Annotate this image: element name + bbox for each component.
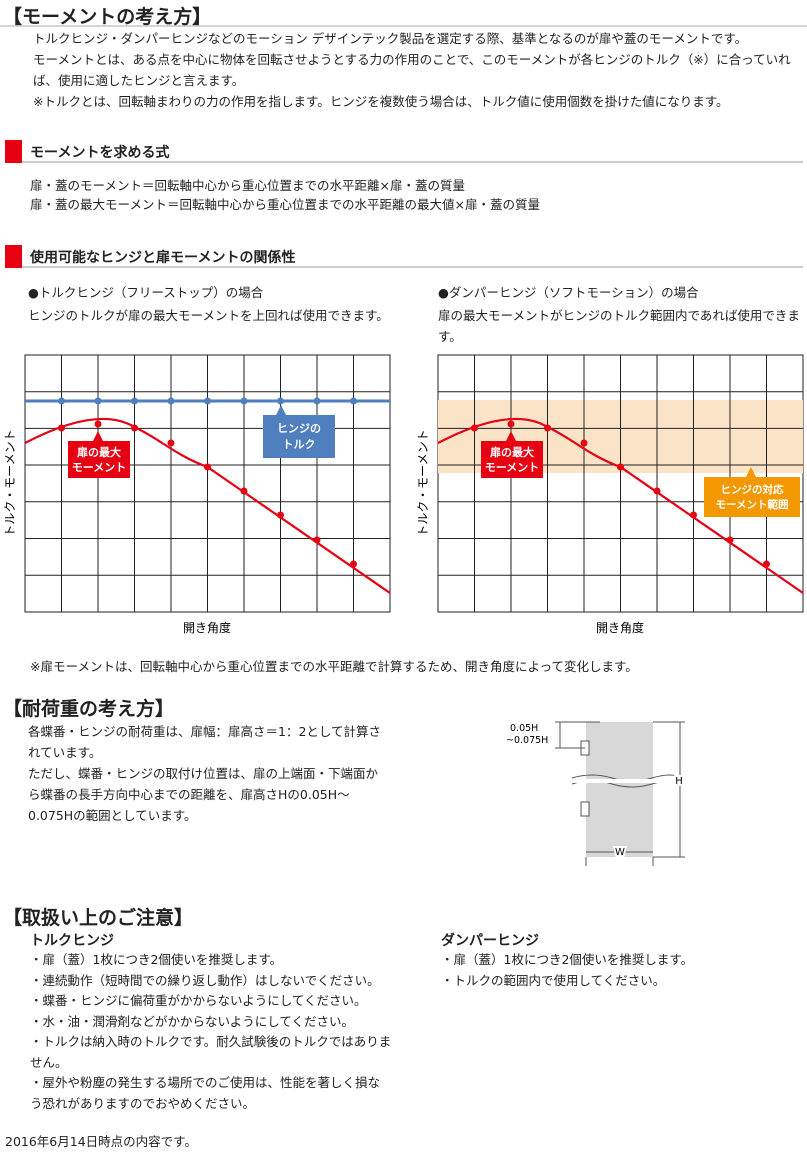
caution-item: ・扉（蓋）1枚につき2個使いを推奨します。 — [441, 952, 694, 967]
paragraph: 各蝶番・ヒンジの耐荷重は、扉幅：扉高さ＝1：2として計算されています。 — [28, 724, 382, 760]
section-marker — [5, 140, 22, 163]
door-moment-points — [58, 420, 357, 568]
caution-list: ・扉（蓋）1枚につき2個使いを推奨します。 ・連続動作（短時間での繰り返し動作）… — [30, 950, 392, 1114]
hinge-callout-box — [263, 405, 335, 458]
caution-item: ・トルクは納入時のトルクです。耐久試験後のトルクではありません。 — [30, 1034, 392, 1070]
x-axis-label: 開き角度 — [596, 620, 644, 635]
caution-heading: ダンパーヒンジ — [441, 933, 539, 949]
door-moment-points — [471, 420, 770, 568]
chart-heading: ●トルクヒンジ（フリーストップ）の場合 — [28, 285, 264, 300]
chart-description: ヒンジのトルクが扉の最大モーメントを上回れば使用できます。 — [28, 308, 389, 323]
hinge-diagram: 0.05H ~0.075H H W — [506, 721, 685, 866]
chart-description: 扉の最大モーメントがヒンジのトルク範囲内であれば使用できます。 — [438, 308, 800, 344]
subsection-title: モーメントを求める式 — [30, 145, 170, 161]
door-callout-box — [481, 431, 543, 478]
caution-item: ・水・油・潤滑剤などがかからないようにしてください。 — [30, 1013, 355, 1029]
subsection-title: 使用可能なヒンジと扉モーメントの関係性 — [30, 250, 296, 266]
callout-text: モーメント — [72, 461, 127, 474]
paragraph: ※トルクとは、回転軸まわりの力の作用を指します。ヒンジを複数使う場合は、トルク値… — [33, 94, 729, 109]
dimension-label: 0.05H — [510, 723, 538, 734]
section-title: 【取扱い上のご注意】 — [3, 907, 194, 929]
caution-list: ・扉（蓋）1枚につき2個使いを推奨します。 ・トルクの範囲内で使用してください。 — [441, 950, 803, 991]
hinge-callout-box — [704, 467, 800, 517]
formula-line: 扉・蓋の最大モーメント＝回転軸中心から重心位置までの水平距離の最大値×扉・蓋の質… — [30, 197, 540, 212]
caution-item: ・扉（蓋）1枚につき2個使いを推奨します。 — [30, 952, 283, 967]
torque-chart: 扉の最大 モーメント ヒンジの トルク — [24, 354, 391, 613]
caution-item: ・連続動作（短時間での繰り返し動作）はしないでください。 — [30, 972, 380, 988]
dimension-label: H — [675, 776, 683, 787]
callout-text: トルク — [283, 438, 316, 451]
paragraph: モーメントとは、ある点を中心に物体を回転させようとする力の作用のことで、このモー… — [33, 52, 791, 88]
paragraph: ただし、蝶番・ヒンジの取付け位置は、扉の上端面・下端面から蝶番の長手方向中心まで… — [28, 766, 379, 823]
damper-chart: 扉の最大 モーメント ヒンジの対応 モーメント範囲 — [437, 354, 804, 613]
caution-item: ・屋外や粉塵の発生する場所でのご使用は、性能を著しく損なう恐れがありますのでおや… — [30, 1075, 381, 1111]
hinge-torque-points — [58, 397, 357, 405]
note: ※扉モーメントは、回転軸中心から重心位置までの水平距離で計算するため、開き角度に… — [30, 659, 638, 674]
hinge — [580, 801, 590, 817]
callout-text: ヒンジの — [277, 422, 321, 435]
caution-item: ・トルクの範囲内で使用してください。 — [441, 972, 666, 988]
x-axis-label: 開き角度 — [183, 620, 231, 635]
dimension-label: ~0.075H — [506, 735, 548, 746]
door — [586, 722, 653, 857]
callout-text: ヒンジの対応 — [721, 483, 784, 496]
callout-text: モーメント範囲 — [715, 498, 788, 511]
formula-line: 扉・蓋のモーメント＝回転軸中心から重心位置までの水平距離×扉・蓋の質量 — [30, 178, 465, 193]
footer: 2016年6月14日時点の内容です。 — [5, 1134, 197, 1149]
section-marker — [5, 245, 22, 268]
section-title: 【モーメントの考え方】 — [3, 6, 212, 28]
y-axis-label: トルク・モーメント — [3, 429, 17, 536]
section-title: 【耐荷重の考え方】 — [3, 698, 175, 720]
callout-text: モーメント — [485, 461, 540, 474]
callout-text: 扉の最大 — [77, 445, 121, 459]
caution-item: ・蝶番・ヒンジに偏荷重がかからないようにしてください。 — [30, 993, 367, 1008]
chart-heading: ●ダンパーヒンジ（ソフトモーション）の場合 — [438, 285, 699, 300]
dimension-lines — [555, 721, 685, 866]
y-axis-label: トルク・モーメント — [416, 429, 430, 536]
caution-heading: トルクヒンジ — [30, 933, 114, 949]
dimension-label: W — [615, 847, 625, 858]
paragraph: トルクヒンジ・ダンパーヒンジなどのモーション デザインテック製品を選定する際、基… — [33, 31, 748, 46]
door-callout-box — [68, 431, 130, 478]
callout-text: 扉の最大 — [490, 445, 534, 459]
